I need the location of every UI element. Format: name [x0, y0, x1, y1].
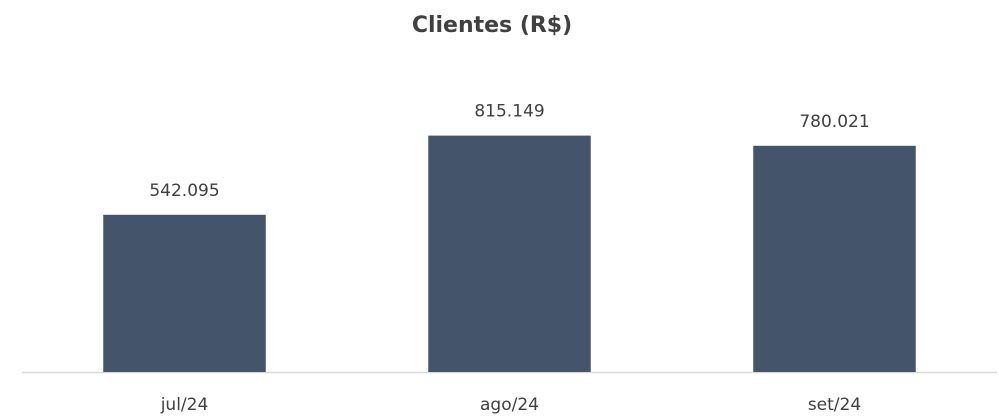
- bar: [103, 214, 266, 372]
- x-tick-label: ago/24: [480, 395, 539, 415]
- chart-title: Clientes (R$): [412, 13, 572, 38]
- bar: [753, 145, 916, 372]
- data-label: 780.021: [799, 112, 869, 132]
- bar: [428, 135, 591, 372]
- data-label: 815.149: [474, 102, 544, 122]
- x-tick-label: set/24: [808, 395, 861, 415]
- data-label: 542.095: [149, 181, 219, 201]
- x-tick-label: jul/24: [160, 395, 209, 415]
